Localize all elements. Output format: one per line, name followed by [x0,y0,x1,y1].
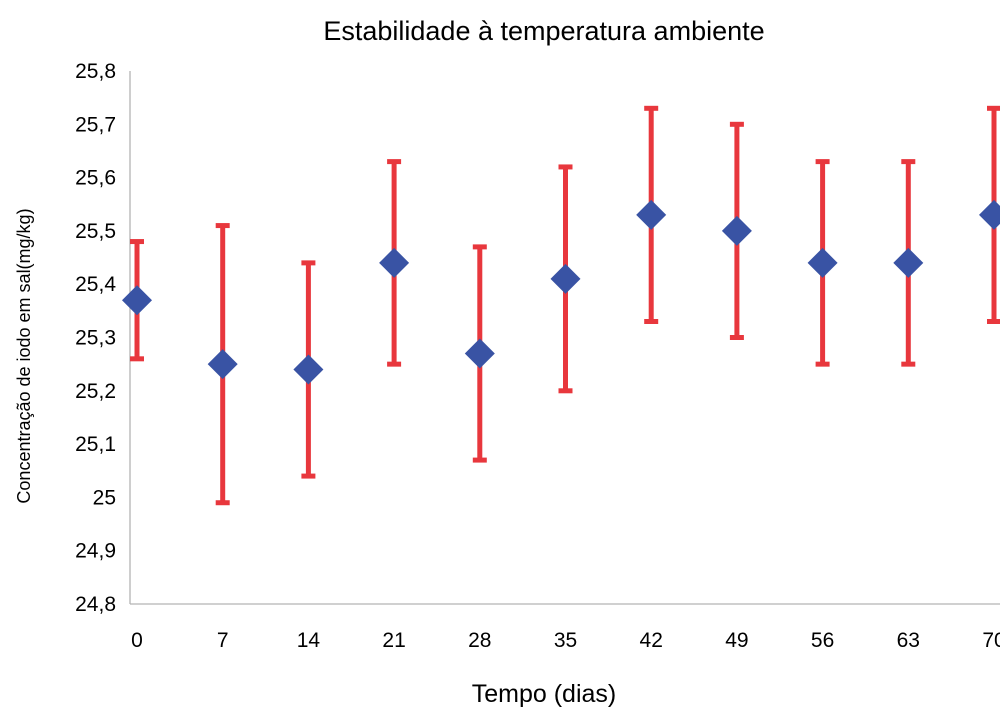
x-tick-label: 42 [640,629,663,652]
y-tick-label: 25,7 [75,113,116,136]
data-point [807,247,838,278]
y-tick-label: 25,5 [75,220,116,243]
x-tick-label: 35 [554,629,577,652]
y-tick-label: 25 [93,486,116,509]
x-tick-label: 0 [131,629,143,652]
data-point [122,285,152,316]
data-points [122,199,1000,385]
y-tick-label: 25,1 [75,433,116,456]
data-point [893,247,924,278]
x-tick-label: 28 [468,629,491,652]
x-tick-label: 63 [897,629,920,652]
y-tick-label: 24,9 [75,540,116,563]
y-tick-label: 25,3 [75,327,116,350]
data-point [721,215,752,246]
y-tick-label: 25,2 [75,380,116,403]
x-axis-label: Tempo (dias) [472,680,617,708]
y-tick-label: 25,6 [75,167,116,190]
y-axis-label: Concentração de iodo em sal(mg/kg) [14,208,34,503]
chart-title: Estabilidade à temperatura ambiente [323,16,764,46]
data-point [550,263,581,294]
x-tick-label: 14 [297,629,321,652]
data-point [379,247,410,278]
x-tick-label: 7 [217,629,229,652]
y-tick-label: 24,8 [75,593,116,616]
data-point [636,199,667,230]
x-tick-label: 49 [725,629,748,652]
error-bars [130,105,1000,506]
y-tick-label: 25,4 [75,273,116,296]
y-tick-labels: 24,8 24,9 25 25,1 25,2 25,3 25,4 25,5 25,6 25,7 25… [75,60,116,616]
data-point [464,338,495,369]
data-point [979,199,1000,230]
data-point [207,349,238,380]
data-point [293,354,324,385]
y-tick-label: 25,8 [75,60,116,83]
x-tick-label: 56 [811,629,834,652]
x-tick-label: 70 [982,629,1000,652]
x-tick-label: 21 [382,629,405,652]
x-tick-labels: 0 7 14 21 28 35 42 49 56 63 70 [131,629,1000,652]
